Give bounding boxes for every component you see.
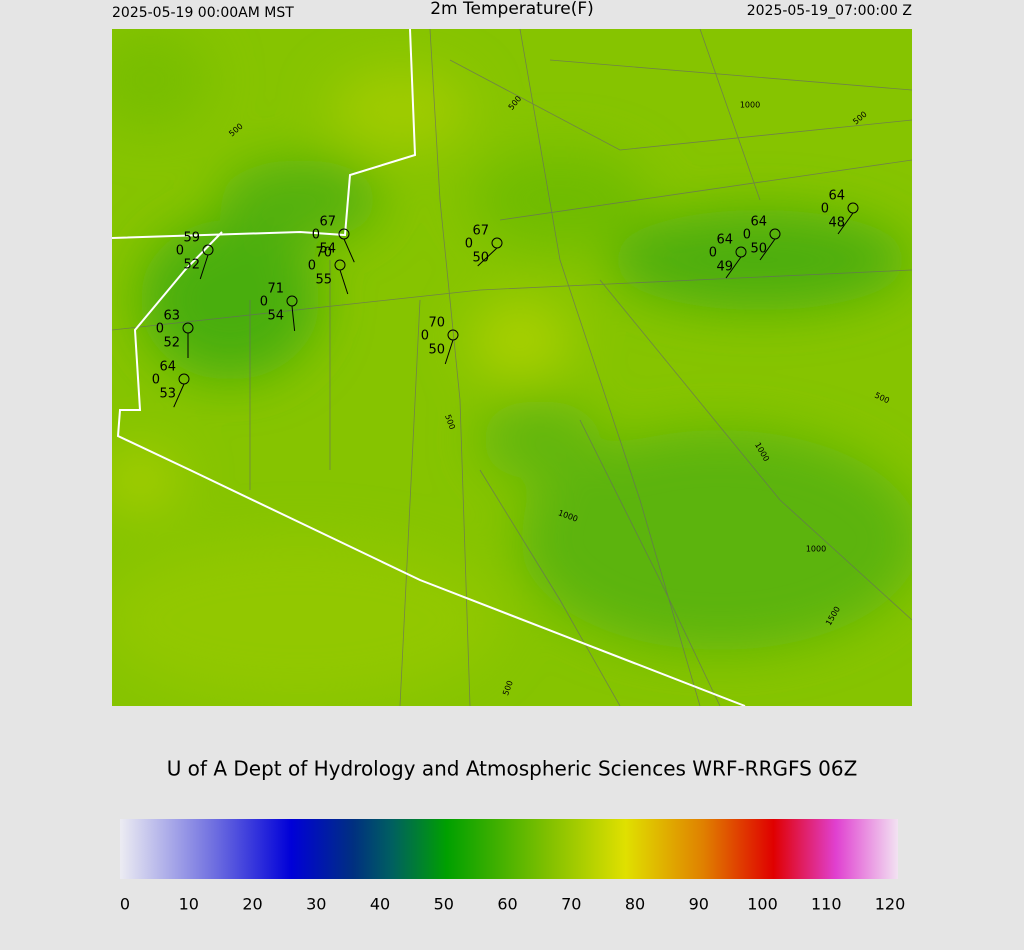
- station-circle: [182, 322, 194, 334]
- dewpoint: 52: [183, 258, 200, 273]
- wind-barb: [725, 256, 742, 279]
- cloud-cover: 0: [709, 246, 717, 261]
- cloud-cover: 0: [260, 295, 268, 310]
- colorbar-tick-label: 100: [747, 895, 778, 914]
- station-circle: [847, 202, 859, 214]
- wind-barb: [837, 212, 854, 235]
- temperature: 67: [319, 215, 336, 230]
- temperature: 71: [267, 282, 284, 297]
- map-title: 2m Temperature(F): [430, 0, 594, 19]
- dewpoint: 49: [716, 260, 733, 275]
- colorbar-tick-label: 10: [179, 895, 199, 914]
- temperature: 64: [750, 215, 767, 230]
- temperature: 63: [163, 309, 180, 324]
- temperature: 67: [472, 224, 489, 239]
- station-circle: [334, 259, 346, 271]
- colorbar-tick-label: 90: [689, 895, 709, 914]
- colorbar-tick-label: 120: [875, 895, 906, 914]
- cloud-cover: 0: [821, 202, 829, 217]
- temperature: 64: [828, 189, 845, 204]
- wind-barb: [444, 339, 454, 365]
- colorbar-tick-label: 30: [306, 895, 326, 914]
- temperature: 70: [428, 316, 445, 331]
- wind-barb: [343, 238, 355, 263]
- colorbar-tick-label: 110: [811, 895, 842, 914]
- wind-barb: [477, 247, 498, 267]
- colorbar: [120, 819, 898, 879]
- colorbar-tick-label: 60: [497, 895, 517, 914]
- dewpoint: 55: [315, 273, 332, 288]
- valid-local: 2025-05-19 00:00AM MST: [112, 5, 294, 21]
- colorbar-tick-label: 50: [434, 895, 454, 914]
- cloud-cover: 0: [308, 259, 316, 274]
- cloud-cover: 0: [152, 373, 160, 388]
- cloud-cover: 0: [176, 244, 184, 259]
- colorbar-tick-label: 70: [561, 895, 581, 914]
- colorbar-tick-label: 20: [242, 895, 262, 914]
- colorbar-tick-label: 80: [625, 895, 645, 914]
- temperature: 70: [315, 246, 332, 261]
- contour-label: 1000: [806, 545, 826, 554]
- dewpoint: 52: [163, 336, 180, 351]
- station-circle: [447, 329, 459, 341]
- valid-utc: 2025-05-19_07:00:00 Z: [747, 3, 912, 19]
- wind-barb: [759, 238, 776, 261]
- wind-barb: [339, 269, 349, 295]
- temperature: 59: [183, 231, 200, 246]
- cloud-cover: 0: [312, 228, 320, 243]
- station-circle: [202, 244, 214, 256]
- station-circle: [769, 228, 781, 240]
- footer-credit: U of A Dept of Hydrology and Atmospheric…: [167, 757, 858, 781]
- dewpoint: 54: [267, 309, 284, 324]
- dewpoint: 54: [319, 242, 336, 257]
- cloud-cover: 0: [421, 329, 429, 344]
- station-circle: [735, 246, 747, 258]
- dewpoint: 53: [159, 387, 176, 402]
- temperature: 64: [159, 360, 176, 375]
- wind-barb: [291, 305, 296, 331]
- colorbar-tick-label: 40: [370, 895, 390, 914]
- station-circle: [491, 237, 503, 249]
- dewpoint: 48: [828, 216, 845, 231]
- station-circle: [286, 295, 298, 307]
- wind-barb: [173, 383, 185, 408]
- wind-barb: [199, 254, 209, 280]
- dewpoint: 50: [750, 242, 767, 257]
- dewpoint: 50: [472, 251, 489, 266]
- station-circle: [178, 373, 190, 385]
- contour-label: 1000: [740, 101, 760, 110]
- cloud-cover: 0: [156, 322, 164, 337]
- temperature: 64: [716, 233, 733, 248]
- cloud-cover: 0: [465, 237, 473, 252]
- dewpoint: 50: [428, 343, 445, 358]
- colorbar-tick-label: 0: [120, 895, 130, 914]
- station-circle: [338, 228, 350, 240]
- cloud-cover: 0: [743, 228, 751, 243]
